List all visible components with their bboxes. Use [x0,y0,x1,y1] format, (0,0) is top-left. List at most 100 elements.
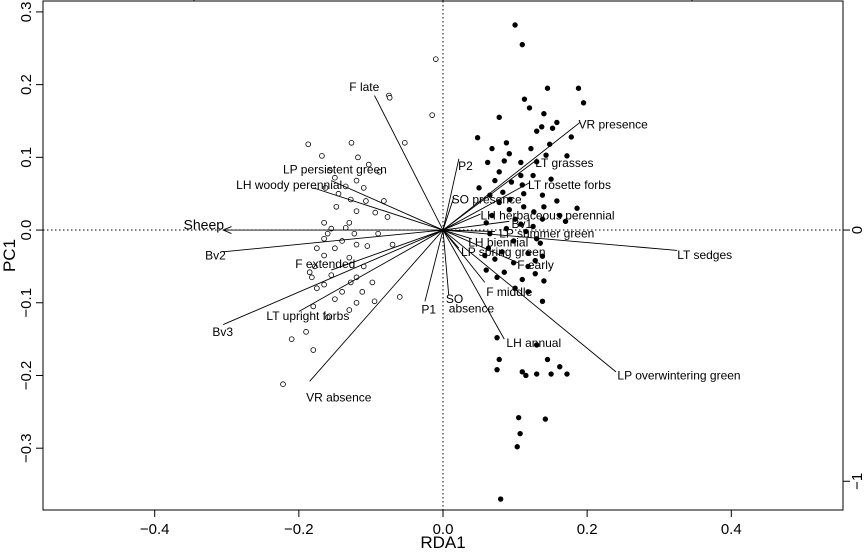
open-site-point [280,381,286,388]
filled-site-point [533,128,540,134]
filled-site-point [530,172,536,179]
filled-site-point [521,190,527,197]
y-tick-label: 0.2 [18,74,35,95]
x-tick-label: −0.4 [140,521,170,538]
open-site-point [346,254,353,261]
y-tick-label: 0.1 [18,147,35,168]
open-site-point [375,230,381,237]
filled-site-point [519,41,525,48]
filled-site-point [541,278,547,284]
open-site-point [321,235,327,242]
label-lh-biennial: LH biennial [468,235,528,249]
filled-site-point [519,369,525,375]
open-site-point [364,243,371,249]
filled-site-point [564,371,570,377]
label-so-presence: SO presence [452,193,522,207]
open-site-point [360,185,367,191]
filled-site-point [532,257,538,264]
filled-site-point [484,159,491,166]
filled-site-point [539,253,546,259]
label-bv3: Bv3 [212,325,233,339]
filled-site-point [506,206,513,213]
open-site-point [351,230,358,237]
filled-site-point [496,169,502,175]
site-points [280,22,587,502]
filled-site-point [518,172,524,179]
filled-site-point [496,114,502,121]
filled-site-point [554,119,560,126]
filled-site-point [503,140,510,146]
open-site-point [355,154,361,161]
open-site-point [402,139,408,146]
open-site-point [381,198,387,204]
open-site-point [332,174,338,181]
open-site-point [348,139,355,146]
arrow-lh-woody-perennial [313,187,444,231]
open-site-point [369,279,376,286]
arrow-lp-persistent-green [331,180,444,231]
filled-site-point [557,364,563,370]
open-site-point [322,185,329,191]
y-tick-label: 0.3 [18,1,35,22]
open-site-point [311,263,318,270]
label-sheep: Sheep [184,217,225,233]
right-tick-label: −1 [849,473,866,490]
label-lh-woody-perennial: LH woody perennial [236,178,342,192]
open-site-point [321,252,327,259]
filled-site-point [549,125,556,131]
x-tick-label: 0.0 [433,521,454,538]
arrow-f-middle [442,229,486,283]
filled-site-point [512,22,518,28]
filled-site-point [562,218,569,225]
open-site-point [314,245,320,252]
filled-site-point [500,189,506,195]
label-lp-persistent-green: LP persistent green [283,163,387,177]
open-site-point [327,167,333,174]
arrow-lp-summer-green [442,229,495,232]
arrow-lt-rosette-forbs [442,182,530,231]
filled-site-point [497,496,504,502]
filled-site-point [512,216,518,222]
filled-site-point [501,158,507,164]
filled-site-point [580,100,587,106]
y-tick-label: −0.2 [18,361,35,391]
label-lp-overwintering-green: LP overwintering green [617,368,740,382]
open-site-point [365,161,372,168]
open-site-point [310,303,317,310]
open-site-point [353,241,360,248]
x-tick-label: 0.4 [721,521,742,538]
filled-site-point [539,216,546,222]
filled-site-point [508,179,515,185]
arrow-p2 [442,158,460,231]
label-lt-grasses: LT grasses [535,156,593,170]
arrow-lt-grasses [442,160,536,231]
arrow-f-early [442,229,519,264]
open-site-point [339,289,345,295]
open-site-point [321,219,327,226]
filled-site-point [543,152,549,158]
x-axis: −0.4 −0.2 0.0 0.2 0.4 [140,510,742,538]
label-p2: P2 [458,159,473,173]
filled-site-point [499,249,505,255]
arrow-bv1 [442,220,510,231]
label-lp-summer-green: LP summer green [499,227,594,241]
label-f-late: F late [349,80,379,94]
filled-site-point [539,192,546,198]
filled-site-point [523,372,529,379]
open-site-point [371,298,378,305]
open-site-point [310,347,317,353]
open-site-point [386,94,393,101]
filled-site-point [515,414,522,421]
open-site-point [324,314,331,321]
filled-site-point [494,366,500,373]
label-f-early: F early [517,258,554,272]
y-axis-title: PC1 [0,239,19,272]
y-tick-label: −0.1 [18,288,35,318]
filled-site-point [503,225,510,232]
open-site-point [324,230,331,237]
filled-site-point [496,356,502,363]
label-p1: P1 [421,302,436,316]
filled-site-point [496,199,502,206]
filled-site-point [514,444,520,450]
